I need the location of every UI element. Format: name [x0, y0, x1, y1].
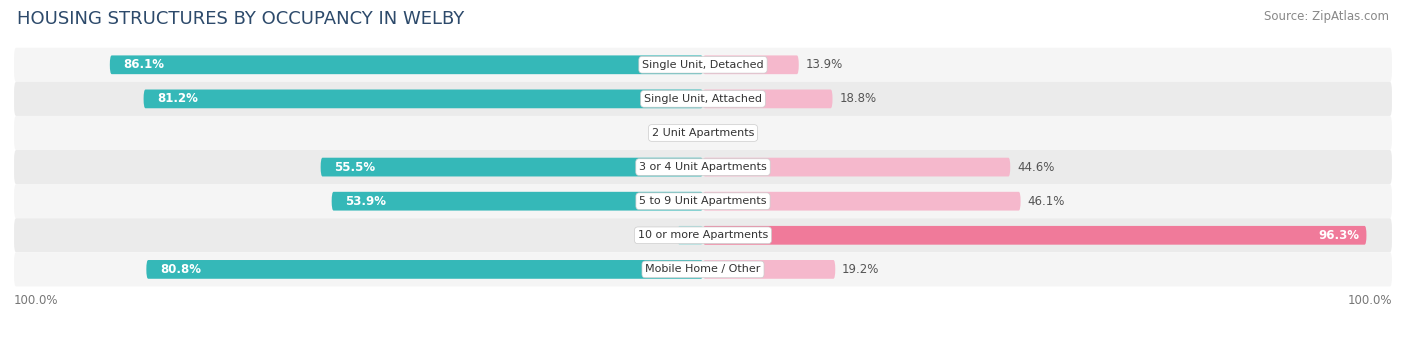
FancyBboxPatch shape	[321, 158, 703, 177]
Text: 0.0%: 0.0%	[666, 127, 696, 139]
Text: HOUSING STRUCTURES BY OCCUPANCY IN WELBY: HOUSING STRUCTURES BY OCCUPANCY IN WELBY	[17, 10, 464, 28]
Text: 2 Unit Apartments: 2 Unit Apartments	[652, 128, 754, 138]
FancyBboxPatch shape	[14, 150, 1392, 184]
FancyBboxPatch shape	[703, 56, 799, 74]
Text: 53.9%: 53.9%	[346, 195, 387, 208]
FancyBboxPatch shape	[110, 56, 703, 74]
Text: 55.5%: 55.5%	[335, 161, 375, 174]
Text: 100.0%: 100.0%	[14, 294, 59, 307]
FancyBboxPatch shape	[146, 260, 703, 279]
FancyBboxPatch shape	[143, 90, 703, 108]
Text: Single Unit, Detached: Single Unit, Detached	[643, 60, 763, 70]
FancyBboxPatch shape	[703, 192, 1021, 211]
FancyBboxPatch shape	[703, 226, 1367, 245]
FancyBboxPatch shape	[703, 90, 832, 108]
Text: 18.8%: 18.8%	[839, 92, 876, 105]
Text: 81.2%: 81.2%	[157, 92, 198, 105]
Text: 96.3%: 96.3%	[1319, 229, 1360, 242]
Text: Source: ZipAtlas.com: Source: ZipAtlas.com	[1264, 10, 1389, 23]
Text: 80.8%: 80.8%	[160, 263, 201, 276]
FancyBboxPatch shape	[14, 252, 1392, 286]
Text: 13.9%: 13.9%	[806, 58, 844, 71]
Text: 0.0%: 0.0%	[710, 127, 740, 139]
Text: 46.1%: 46.1%	[1028, 195, 1064, 208]
Text: 3 or 4 Unit Apartments: 3 or 4 Unit Apartments	[640, 162, 766, 172]
Text: Single Unit, Attached: Single Unit, Attached	[644, 94, 762, 104]
FancyBboxPatch shape	[14, 48, 1392, 82]
FancyBboxPatch shape	[332, 192, 703, 211]
FancyBboxPatch shape	[14, 184, 1392, 218]
Text: 5 to 9 Unit Apartments: 5 to 9 Unit Apartments	[640, 196, 766, 206]
FancyBboxPatch shape	[14, 82, 1392, 116]
Text: 3.7%: 3.7%	[641, 229, 671, 242]
Text: 100.0%: 100.0%	[1347, 294, 1392, 307]
FancyBboxPatch shape	[678, 226, 703, 245]
Text: 10 or more Apartments: 10 or more Apartments	[638, 230, 768, 240]
Text: Mobile Home / Other: Mobile Home / Other	[645, 264, 761, 275]
FancyBboxPatch shape	[14, 218, 1392, 252]
FancyBboxPatch shape	[14, 116, 1392, 150]
Text: 19.2%: 19.2%	[842, 263, 880, 276]
Text: 44.6%: 44.6%	[1017, 161, 1054, 174]
Text: 86.1%: 86.1%	[124, 58, 165, 71]
FancyBboxPatch shape	[703, 260, 835, 279]
FancyBboxPatch shape	[703, 158, 1011, 177]
